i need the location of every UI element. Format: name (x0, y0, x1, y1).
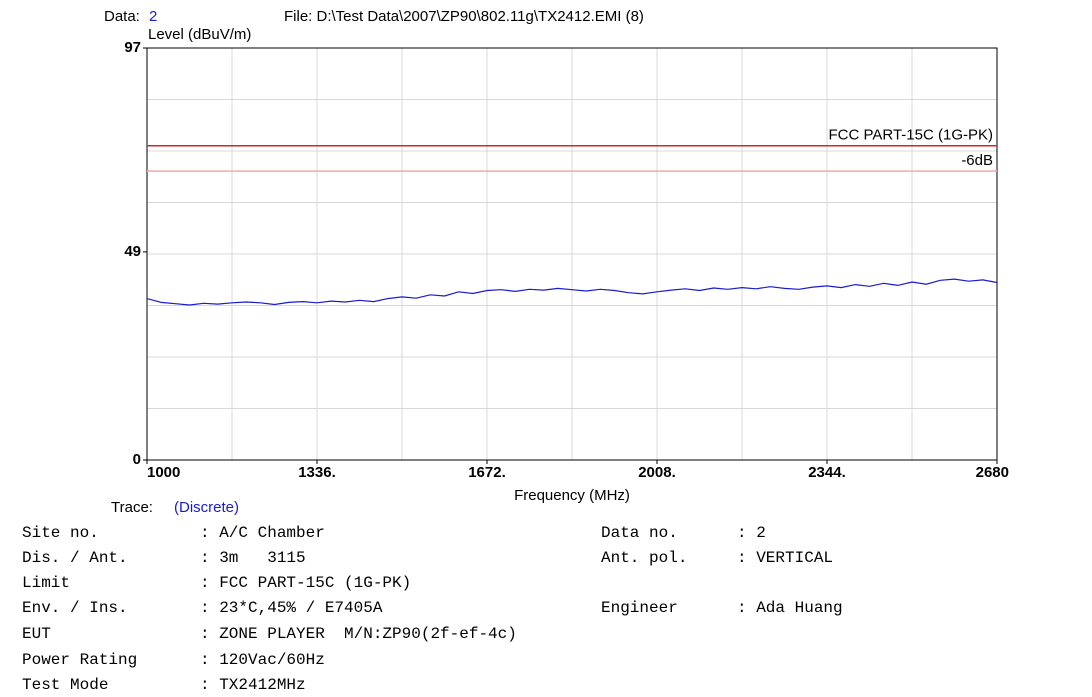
info: Site no. : A/C Chamber Dis. / Ant. : 3m 311… (22, 524, 843, 694)
info-label: Limit (22, 574, 70, 592)
y-axis-label: Level (dBuV/m) (148, 26, 251, 43)
limit-label: FCC PART-15C (1G-PK) (829, 127, 993, 144)
info-value: : Ada Huang (737, 599, 843, 617)
y-tick-label: 0 (133, 451, 141, 468)
info-label: Test Mode (22, 676, 108, 694)
info-label: Site no. (22, 524, 99, 542)
plot: 0 49 97 1000 1336. 1672. 2008. 2344. 2680 FCC PAR… (124, 39, 1009, 481)
data-label: Data: (104, 8, 140, 25)
x-tick-label: 1672. (468, 464, 506, 481)
info-label: Ant. pol. (601, 549, 687, 567)
trace-line (146, 278, 998, 306)
info-label: Data no. (601, 524, 678, 542)
x-tick-label: 2680 (976, 464, 1009, 481)
info-value: : A/C Chamber (200, 524, 325, 542)
x-tick-label: 1336. (298, 464, 336, 481)
info-value: : TX2412MHz (200, 676, 306, 694)
info-label: Dis. / Ant. (22, 549, 128, 567)
file-path: File: D:\Test Data\2007\ZP90\802.11g\TX2… (284, 8, 644, 25)
plot-frame (146, 47, 998, 461)
info-value: : FCC PART-15C (1G-PK) (200, 574, 411, 592)
data-value: 2 (149, 8, 157, 25)
y-tick-label: 49 (124, 243, 141, 260)
info-value: : ZONE PLAYER M/N:ZP90(2f-ef-4c) (200, 625, 517, 643)
x-axis-label: Frequency (MHz) (514, 487, 630, 504)
x-tick-label: 2344. (808, 464, 846, 481)
info-value: : 23*C,45% / E7405A (200, 599, 383, 617)
x-tick-label: 2008. (638, 464, 676, 481)
info-value: : 120Vac/60Hz (200, 651, 325, 669)
info-value: : 2 (737, 524, 766, 542)
limit-label: -6dB (961, 152, 993, 169)
y-tick-label: 97 (124, 39, 141, 56)
info-label: Power Rating (22, 651, 137, 669)
info-label: Engineer (601, 599, 678, 617)
trace-label: Trace: (111, 499, 153, 516)
trace-value: (Discrete) (174, 499, 239, 516)
info-value: : 3m 3115 (200, 549, 306, 567)
x-tick-label: 1000 (147, 464, 180, 481)
info-value: : VERTICAL (737, 549, 833, 567)
info-label: Env. / Ins. (22, 599, 128, 617)
info-label: EUT (22, 625, 51, 643)
